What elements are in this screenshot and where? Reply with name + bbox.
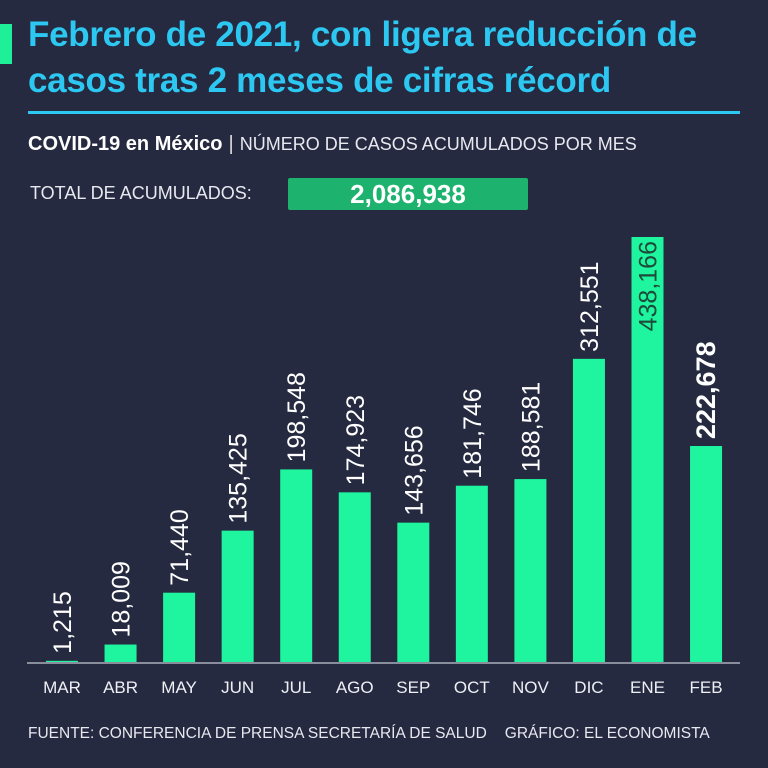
data-label-ago: 174,923 [342, 395, 370, 485]
x-tick-mar: MAR [43, 678, 81, 697]
x-tick-feb: FEB [690, 678, 723, 697]
total-label: TOTAL DE ACUMULADOS: [30, 183, 252, 203]
title-divider [28, 111, 740, 114]
data-label-sep: 143,656 [400, 425, 428, 515]
bar-nov [514, 479, 547, 662]
subtitle-light: NÚMERO DE CASOS ACUMULADOS POR MES [239, 134, 637, 154]
bar-jun [221, 530, 254, 662]
credit-text: GRÁFICO: EL ECONOMISTA [504, 725, 710, 742]
footer: FUENTE: CONFERENCIA DE PRENSA SECRETARÍA… [28, 725, 710, 743]
x-tick-ene: ENE [630, 678, 665, 697]
data-label-dic: 312,551 [576, 261, 604, 351]
data-label-nov: 188,581 [517, 382, 545, 472]
x-tick-oct: OCT [454, 678, 490, 697]
bar-dic [572, 358, 605, 662]
source-text: FUENTE: CONFERENCIA DE PRENSA SECRETARÍA… [28, 725, 487, 742]
x-tick-ago: AGO [336, 678, 374, 697]
x-tick-may: MAY [161, 678, 197, 697]
x-tick-abr: ABR [103, 678, 138, 697]
bar-sep [397, 522, 430, 662]
subtitle: COVID-19 en México | NÚMERO DE CASOS ACUMU… [28, 133, 637, 156]
data-label-may: 71,440 [166, 509, 194, 585]
data-label-jun: 135,425 [225, 433, 253, 523]
x-tick-sep: SEP [396, 678, 430, 697]
data-label-feb: 222,678 [691, 341, 721, 439]
data-label-oct: 181,746 [459, 388, 487, 478]
data-label-jul: 198,548 [283, 372, 311, 462]
data-label-ene: 438,166 [635, 241, 663, 331]
bar-feb [690, 446, 723, 662]
bar-ago [338, 492, 371, 662]
data-label-abr: 18,009 [108, 561, 136, 637]
x-tick-jul: JUL [281, 678, 311, 697]
subtitle-separator: | [228, 133, 234, 155]
data-label-mar: 1,215 [49, 591, 77, 654]
x-tick-dic: DIC [574, 678, 603, 697]
title-accent-bar [0, 24, 12, 64]
subtitle-bold: COVID-19 en México [28, 133, 223, 155]
bar-abr [104, 644, 137, 662]
x-tick-jun: JUN [221, 678, 254, 697]
bar-mar [46, 660, 78, 662]
bar-jul [280, 469, 313, 662]
bar-may [163, 592, 196, 662]
bar-ene [631, 237, 664, 662]
total-value: 2,086,938 [288, 178, 528, 210]
page-title: Febrero de 2021, con ligera reducción de… [28, 15, 697, 100]
bar-oct [455, 485, 488, 662]
x-tick-nov: NOV [512, 678, 550, 697]
